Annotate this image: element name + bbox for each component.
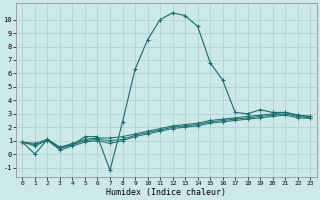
X-axis label: Humidex (Indice chaleur): Humidex (Indice chaleur): [106, 188, 226, 197]
